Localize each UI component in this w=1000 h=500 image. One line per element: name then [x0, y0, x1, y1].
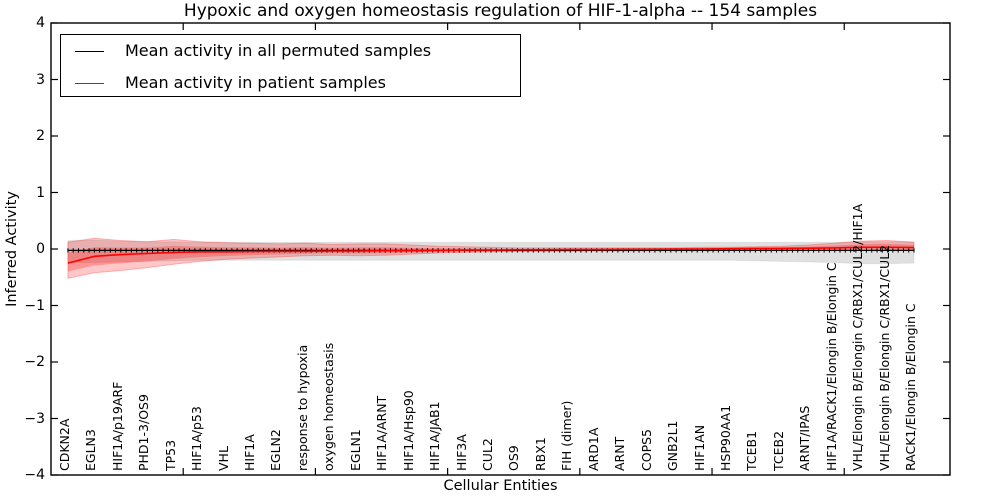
- x-entity-label: EGLN1: [347, 429, 363, 471]
- x-entity-label: FIH (dimer): [559, 400, 575, 471]
- x-entity-label: TP53: [162, 439, 178, 471]
- legend-entry-permuted: Mean activity in all permuted samples: [61, 37, 520, 67]
- x-entity-label: EGLN3: [83, 429, 99, 471]
- x-entity-label: PHD1-3/OS9: [136, 394, 152, 471]
- legend: Mean activity in all permuted samples Me…: [60, 34, 521, 97]
- axes-frame: [50, 22, 951, 476]
- y-tick-label: −2: [24, 354, 45, 370]
- y-axis-label: Inferred Activity: [4, 191, 20, 307]
- x-entity-label: HIF1A/p19ARF: [109, 381, 125, 471]
- x-entity-label: EGLN2: [268, 429, 284, 471]
- legend-label: Mean activity in all permuted samples: [125, 41, 432, 60]
- x-entity-label: TCEB2: [770, 430, 786, 471]
- y-tick-label: 4: [36, 15, 45, 31]
- x-entity-label: ARNT/IPAS: [797, 405, 813, 471]
- y-tick-label: 3: [36, 71, 45, 88]
- patient-mean-line: [67, 246, 915, 264]
- x-entity-label: VHL/Elongin B/Elongin C/RBX1/CUL2: [876, 244, 892, 471]
- legend-line-red: [75, 83, 104, 84]
- x-entity-label: VHL: [215, 446, 231, 471]
- x-axis-label: Cellular Entities: [443, 478, 558, 494]
- x-entity-label: HIF1A/RACK1/Elongin B/Elongin C: [823, 262, 839, 471]
- x-entity-label: CUL2: [479, 438, 495, 471]
- legend-entry-patient: Mean activity in patient samples: [61, 69, 520, 99]
- x-entity-label: HIF1A/Hsp90: [400, 390, 416, 471]
- x-entity-label: ARNT: [612, 436, 628, 471]
- x-entity-label: HIF1A/p53: [189, 406, 205, 471]
- x-entity-label: GNB2L1: [665, 420, 681, 471]
- x-entity-label: HIF1A: [242, 434, 257, 471]
- y-tick-label: −4: [24, 467, 45, 483]
- y-tick-label: −1: [24, 297, 45, 314]
- x-entity-label: oxygen homeostasis: [321, 342, 337, 471]
- x-entity-label: HIF3A: [453, 434, 469, 471]
- x-entity-label: response to hypoxia: [294, 344, 310, 471]
- x-entity-label: RACK1/Elongin B/Elongin C: [903, 303, 919, 471]
- x-entity-label: ARD1A: [585, 427, 601, 471]
- x-entity-label: CDKN2A: [56, 418, 72, 471]
- legend-line-black: [75, 51, 104, 52]
- y-tick-label: 1: [36, 184, 45, 201]
- y-tick-label: 2: [36, 128, 45, 144]
- y-tick-label: 0: [36, 241, 45, 257]
- x-entity-label: VHL/Elongin B/Elongin C/RBX1/CUL2/HIF1A: [850, 203, 866, 471]
- x-entity-label: RBX1: [532, 437, 548, 471]
- x-entity-label: HIF1AN: [691, 424, 707, 471]
- legend-label: Mean activity in patient samples: [125, 73, 386, 92]
- y-tick-label: −3: [24, 410, 45, 427]
- x-entity-label: HSP90AA1: [717, 404, 733, 471]
- x-entity-label: TCEB1: [744, 430, 760, 471]
- x-entity-label: HIF1A/JAB1: [427, 401, 443, 471]
- x-entity-label: HIF1A/ARNT: [374, 395, 390, 471]
- chart-title: Hypoxic and oxygen homeostasis regulatio…: [183, 1, 818, 21]
- x-entity-label: COPS5: [638, 429, 654, 471]
- x-entity-label: OS9: [506, 445, 522, 471]
